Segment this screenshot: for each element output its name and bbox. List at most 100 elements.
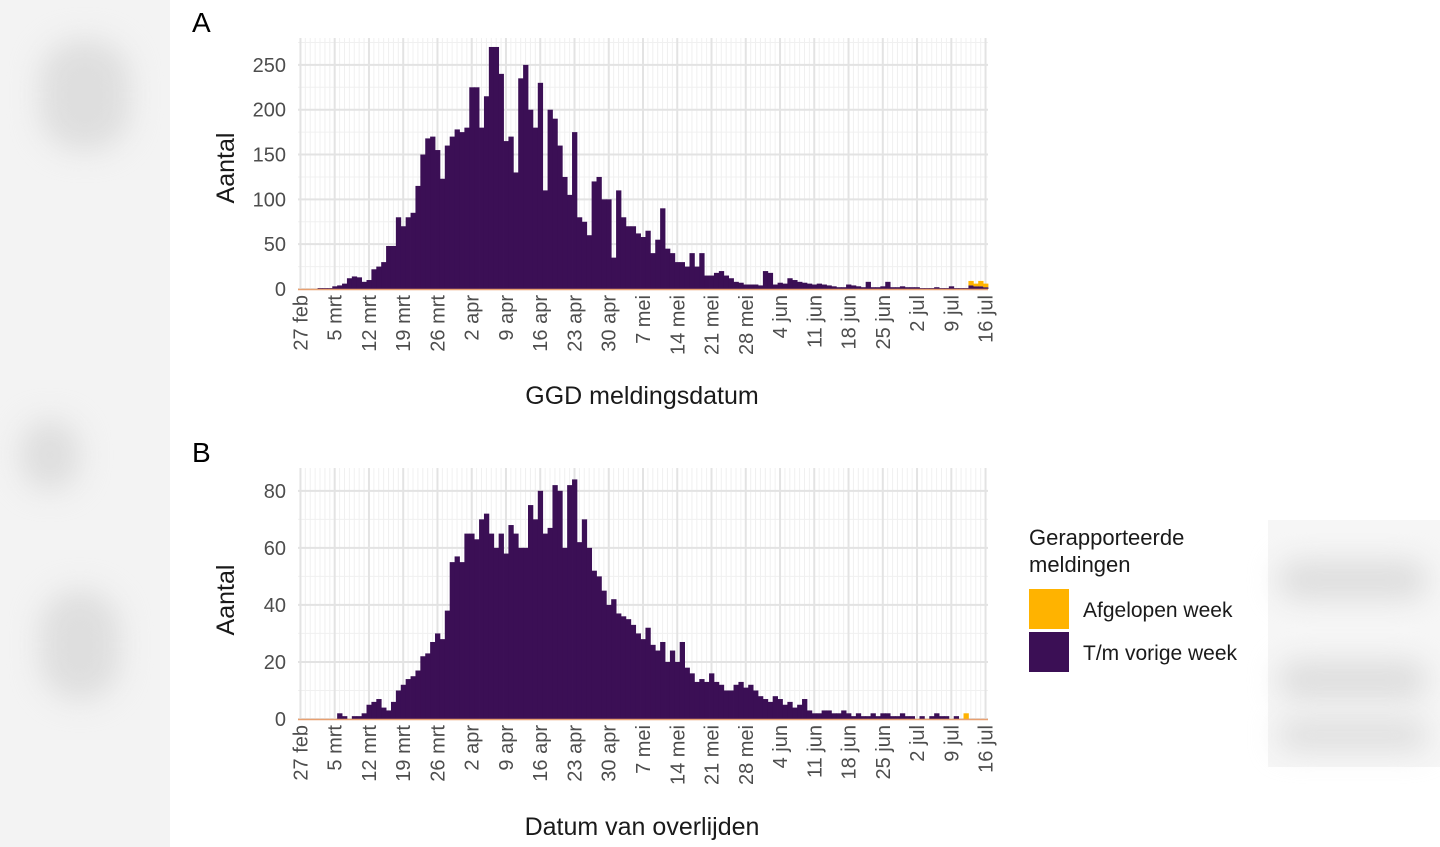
bar-tm-vorige-week — [674, 661, 681, 719]
bar-tm-vorige-week — [973, 286, 979, 289]
x-tick-label: 30 apr — [599, 725, 621, 782]
legend-swatch-afgelopen-week — [1029, 589, 1069, 629]
bar-tm-vorige-week — [386, 710, 392, 719]
bar-tm-vorige-week — [474, 539, 480, 719]
bar-tm-vorige-week — [782, 704, 788, 719]
bar-tm-vorige-week — [709, 673, 715, 719]
bar-tm-vorige-week — [953, 288, 960, 289]
bar-tm-vorige-week — [767, 272, 774, 289]
bar-tm-vorige-week — [753, 284, 759, 289]
bar-tm-vorige-week — [435, 150, 441, 289]
bar-tm-vorige-week — [797, 704, 803, 719]
bar-tm-vorige-week — [371, 701, 377, 719]
bar-tm-vorige-week — [689, 673, 695, 719]
legend-title-line1: Gerapporteerde — [1029, 525, 1184, 550]
bar-tm-vorige-week — [797, 281, 803, 289]
bar-tm-vorige-week — [581, 221, 588, 289]
x-tick-label: 2 jul — [907, 295, 929, 332]
panel-a-y-axis-title: Aantal — [212, 133, 240, 204]
blurred-background-left — [0, 0, 170, 847]
bar-tm-vorige-week — [616, 613, 622, 719]
bar-tm-vorige-week — [488, 46, 495, 289]
bar-tm-vorige-week — [346, 278, 353, 289]
bar-tm-vorige-week — [601, 199, 607, 289]
bar-tm-vorige-week — [596, 176, 602, 289]
bar-tm-vorige-week — [723, 275, 730, 289]
bar-tm-vorige-week — [841, 287, 847, 289]
bar-tm-vorige-week — [537, 82, 544, 289]
bar-tm-vorige-week — [953, 716, 960, 719]
bar-tm-vorige-week — [395, 217, 402, 289]
bar-tm-vorige-week — [875, 716, 881, 719]
bar-tm-vorige-week — [327, 288, 333, 289]
panel-b-x-ticks: 27 feb 5 mrt 12 mrt 19 mrt 26 mrt 2 apr 9 apr 1… — [290, 725, 997, 785]
bar-tm-vorige-week — [899, 286, 906, 289]
x-tick-label: 18 jun — [839, 295, 861, 350]
bar-tm-vorige-week — [542, 533, 548, 719]
bar-tm-vorige-week — [684, 667, 690, 719]
x-tick-label: 23 apr — [564, 725, 586, 782]
bar-tm-vorige-week — [454, 129, 460, 289]
bar-tm-vorige-week — [660, 208, 666, 289]
bar-tm-vorige-week — [850, 285, 857, 289]
bar-tm-vorige-week — [816, 283, 823, 289]
bar-tm-vorige-week — [601, 590, 607, 719]
bar-tm-vorige-week — [425, 138, 431, 289]
bar-tm-vorige-week — [342, 283, 348, 289]
bar-tm-vorige-week — [552, 118, 558, 289]
bar-tm-vorige-week — [435, 633, 441, 719]
bar-tm-vorige-week — [924, 288, 930, 289]
bar-tm-vorige-week — [483, 513, 490, 719]
bar-tm-vorige-week — [787, 701, 793, 719]
bar-tm-vorige-week — [415, 670, 421, 719]
bar-tm-vorige-week — [356, 277, 363, 289]
bar-tm-vorige-week — [904, 287, 911, 289]
bar-tm-vorige-week — [508, 136, 514, 289]
legend-label-tm-vorige-week: T/m vorige week — [1083, 642, 1238, 665]
bar-tm-vorige-week — [978, 286, 984, 289]
bar-tm-vorige-week — [943, 288, 950, 289]
bar-tm-vorige-week — [562, 176, 568, 289]
bar-tm-vorige-week — [880, 286, 886, 289]
bar-tm-vorige-week — [826, 285, 832, 289]
x-tick-label: 25 jun — [873, 295, 895, 350]
bar-tm-vorige-week — [576, 542, 583, 719]
x-tick-label: 16 jul — [976, 295, 998, 343]
bar-tm-vorige-week — [552, 485, 558, 719]
bar-tm-vorige-week — [748, 684, 754, 719]
bar-tm-vorige-week — [410, 212, 416, 289]
bar-tm-vorige-week — [665, 661, 671, 719]
bar-tm-vorige-week — [718, 684, 725, 719]
bar-tm-vorige-week — [576, 217, 583, 289]
bar-tm-vorige-week — [415, 185, 421, 289]
bar-tm-vorige-week — [655, 239, 661, 289]
x-tick-label: 7 mei — [633, 725, 655, 774]
bar-tm-vorige-week — [777, 282, 783, 289]
bar-tm-vorige-week — [562, 547, 568, 719]
bar-tm-vorige-week — [390, 701, 397, 719]
bar-tm-vorige-week — [762, 699, 769, 719]
bar-tm-vorige-week — [532, 127, 539, 290]
bar-tm-vorige-week — [836, 287, 842, 289]
y-tick-label: 0 — [275, 709, 286, 731]
bar-tm-vorige-week — [376, 699, 382, 719]
bar-tm-vorige-week — [748, 284, 754, 289]
panel-a-x-axis-title: GGD meldingsdatum — [525, 382, 758, 410]
bar-tm-vorige-week — [758, 696, 764, 719]
bar-tm-vorige-week — [846, 713, 852, 719]
bar-tm-vorige-week — [635, 633, 641, 719]
bar-tm-vorige-week — [430, 136, 436, 289]
bar-tm-vorige-week — [405, 679, 411, 719]
bar-tm-vorige-week — [821, 284, 827, 289]
panel-a-bars — [298, 46, 989, 291]
bar-tm-vorige-week — [459, 132, 465, 289]
bar-tm-vorige-week — [713, 681, 720, 719]
x-tick-label: 25 jun — [873, 725, 895, 780]
bar-tm-vorige-week — [420, 154, 426, 289]
bar-tm-vorige-week — [439, 178, 446, 289]
bar-tm-vorige-week — [361, 713, 367, 719]
bar-tm-vorige-week — [542, 190, 548, 289]
blurred-background-right — [1268, 520, 1440, 767]
bar-tm-vorige-week — [699, 679, 705, 719]
